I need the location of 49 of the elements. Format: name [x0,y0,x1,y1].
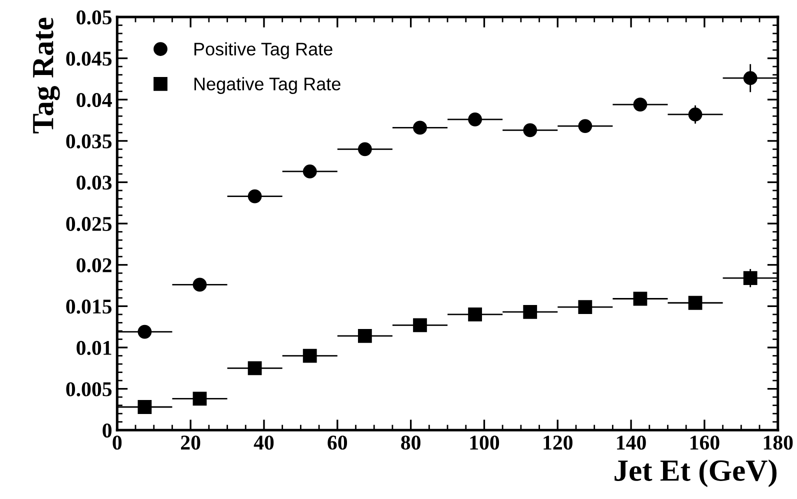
point [248,361,262,376]
point [248,189,262,204]
y-tick-label: 0.005 [66,382,112,396]
point [578,119,592,133]
y-tick-label: 0.035 [66,134,112,148]
x-tick-label: 80 [401,436,420,450]
point [468,112,482,126]
point [633,98,648,112]
point [523,123,538,138]
point [468,308,482,322]
point [688,108,702,122]
point [138,400,152,414]
point [138,324,152,339]
point [302,164,317,178]
y-tick-label: 0.015 [66,300,112,314]
point [578,300,592,314]
y-tick-label: 0.02 [76,258,112,272]
x-tick-label: 0 [112,436,122,450]
point [192,278,207,292]
point [743,71,758,86]
y-tick-label: 0.045 [66,52,112,66]
x-tick-label: 40 [254,436,274,450]
y-axis-title: Tag Rate [33,18,60,134]
point [358,328,372,343]
point [192,392,207,406]
x-tick-label: 100 [470,436,500,450]
point [633,292,648,306]
x-tick-label: 140 [617,436,646,450]
point [358,142,372,156]
y-tick-label: 0.03 [76,176,112,190]
point [413,318,427,332]
y-tick-label: 0.05 [76,10,112,24]
point [413,120,427,135]
y-tick-label: 0 [102,424,112,438]
x-tick-label: 120 [544,436,572,450]
x-axis-title: Jet Et (GeV) [614,459,777,488]
y-tick-label: 0.01 [76,340,112,356]
y-tick-label: 0.04 [76,92,112,108]
y-tick-label: 0.025 [66,216,112,232]
point [743,271,758,286]
x-tick-label: 60 [328,436,348,450]
point [302,348,317,363]
x-tick-label: 160 [690,436,720,450]
legend-label: Positive Tag Rate [194,42,332,60]
legend-label: Negative Tag Rate [194,77,340,94]
point [523,305,538,319]
point [688,296,702,310]
x-tick-label: 20 [181,436,200,450]
x-tick-label: 180 [764,436,793,450]
